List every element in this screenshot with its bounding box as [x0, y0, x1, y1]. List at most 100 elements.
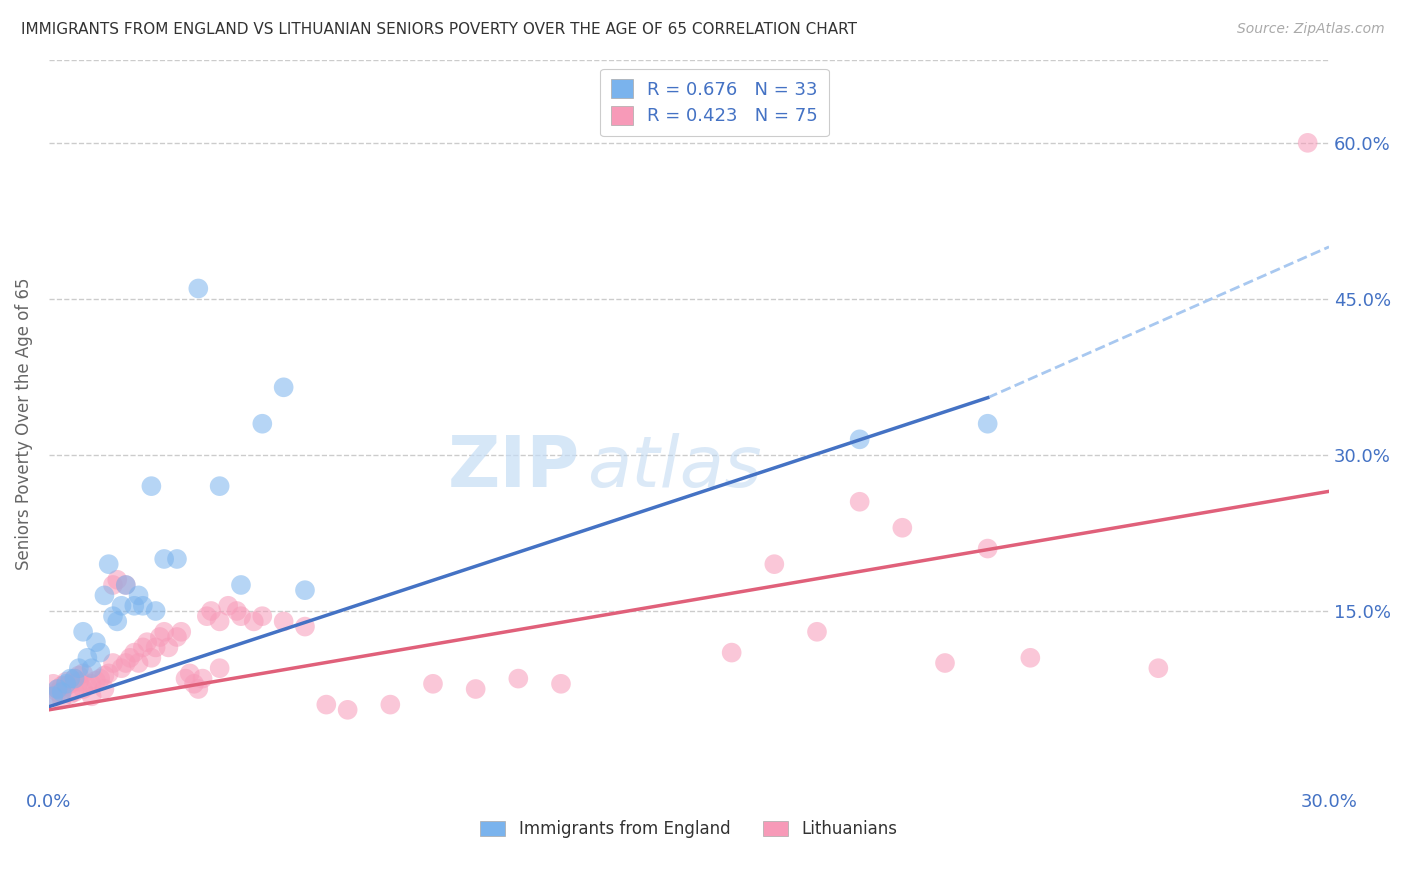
Point: [97, 557, 120, 571]
Point: [114, 578, 136, 592]
Point: [63, 685, 86, 699]
Point: [114, 578, 136, 592]
Point: [55, 677, 77, 691]
Point: [195, 609, 218, 624]
Point: [294, 619, 316, 633]
Point: [464, 681, 486, 696]
Point: [93, 668, 115, 682]
Point: [166, 630, 188, 644]
Point: [46, 685, 69, 699]
Point: [229, 578, 252, 592]
Point: [225, 604, 247, 618]
Point: [145, 640, 167, 655]
Point: [200, 604, 222, 618]
Legend: Immigrants from England, Lithuanians: Immigrants from England, Lithuanians: [474, 814, 904, 845]
Point: [217, 599, 239, 613]
Point: [229, 609, 252, 624]
Point: [105, 573, 128, 587]
Point: [89, 672, 111, 686]
Point: [105, 615, 128, 629]
Point: [42, 690, 65, 704]
Point: [145, 604, 167, 618]
Point: [208, 479, 231, 493]
Point: [141, 479, 163, 493]
Point: [976, 541, 998, 556]
Point: [80, 677, 103, 691]
Point: [1019, 650, 1042, 665]
Point: [124, 599, 146, 613]
Point: [84, 673, 107, 688]
Point: [174, 672, 197, 686]
Point: [153, 624, 176, 639]
Point: [806, 624, 828, 639]
Point: [72, 624, 94, 639]
Point: [118, 650, 141, 665]
Point: [110, 661, 132, 675]
Point: [46, 681, 69, 696]
Point: [720, 646, 742, 660]
Point: [63, 672, 86, 686]
Point: [72, 681, 94, 696]
Point: [93, 588, 115, 602]
Point: [1147, 661, 1170, 675]
Text: Source: ZipAtlas.com: Source: ZipAtlas.com: [1237, 22, 1385, 37]
Point: [55, 679, 77, 693]
Point: [76, 650, 98, 665]
Point: [67, 661, 90, 675]
Point: [101, 656, 124, 670]
Point: [84, 635, 107, 649]
Point: [80, 690, 103, 704]
Point: [63, 672, 86, 686]
Text: ZIP: ZIP: [449, 433, 581, 502]
Y-axis label: Seniors Poverty Over the Age of 65: Seniors Poverty Over the Age of 65: [15, 277, 32, 570]
Point: [55, 674, 77, 689]
Point: [191, 672, 214, 686]
Point: [976, 417, 998, 431]
Point: [51, 679, 73, 693]
Point: [170, 624, 193, 639]
Point: [294, 583, 316, 598]
Point: [380, 698, 402, 712]
Point: [157, 640, 180, 655]
Point: [187, 681, 209, 696]
Point: [59, 687, 82, 701]
Point: [76, 679, 98, 693]
Point: [149, 630, 172, 644]
Point: [183, 677, 205, 691]
Point: [153, 552, 176, 566]
Point: [336, 703, 359, 717]
Point: [132, 640, 155, 655]
Point: [128, 656, 150, 670]
Text: atlas: atlas: [586, 433, 761, 502]
Point: [273, 615, 295, 629]
Point: [114, 656, 136, 670]
Point: [891, 521, 914, 535]
Point: [315, 698, 337, 712]
Point: [80, 661, 103, 675]
Point: [934, 656, 956, 670]
Point: [550, 677, 572, 691]
Point: [422, 677, 444, 691]
Point: [166, 552, 188, 566]
Point: [136, 635, 159, 649]
Point: [128, 588, 150, 602]
Point: [51, 692, 73, 706]
Point: [59, 677, 82, 691]
Point: [208, 615, 231, 629]
Point: [208, 661, 231, 675]
Point: [763, 557, 786, 571]
Point: [110, 599, 132, 613]
Point: [508, 672, 530, 686]
Point: [46, 681, 69, 696]
Point: [124, 646, 146, 660]
Point: [141, 650, 163, 665]
Point: [42, 677, 65, 691]
Point: [67, 668, 90, 682]
Text: IMMIGRANTS FROM ENGLAND VS LITHUANIAN SENIORS POVERTY OVER THE AGE OF 65 CORRELA: IMMIGRANTS FROM ENGLAND VS LITHUANIAN SE…: [21, 22, 858, 37]
Point: [242, 615, 264, 629]
Point: [97, 666, 120, 681]
Point: [51, 685, 73, 699]
Point: [67, 674, 90, 689]
Point: [848, 433, 870, 447]
Point: [252, 417, 274, 431]
